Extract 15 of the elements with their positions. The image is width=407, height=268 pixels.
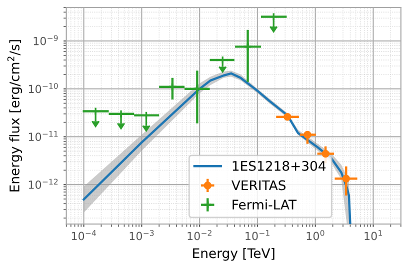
y-tick-label: 10$^{−11}$ [28, 130, 58, 142]
y-axis-title: Energy flux [erg/cm$^{2}$/s] [7, 40, 22, 192]
x-tick-label: 10$^{−1}$ [246, 230, 270, 240]
legend-label: VERITAS [231, 180, 286, 190]
y-tick-label: 10$^{−10}$ [28, 82, 58, 94]
x-tick-label: 10$^{1}$ [364, 230, 382, 240]
x-tick-label: 10$^{−3}$ [130, 230, 154, 240]
x-tick-label: 10$^{−2}$ [188, 230, 212, 240]
x-tick-label: 10$^{0}$ [306, 230, 324, 240]
x-axis-title: Energy [TeV] [193, 248, 274, 261]
y-tick-label: 10$^{−9}$ [34, 35, 58, 46]
legend-label: Fermi-LAT [232, 199, 297, 210]
legend-label: 1ES1218+304 [232, 160, 326, 171]
y-tick-label: 10$^{−12}$ [28, 178, 58, 189]
x-tick-label: 10$^{−4}$ [72, 230, 96, 240]
